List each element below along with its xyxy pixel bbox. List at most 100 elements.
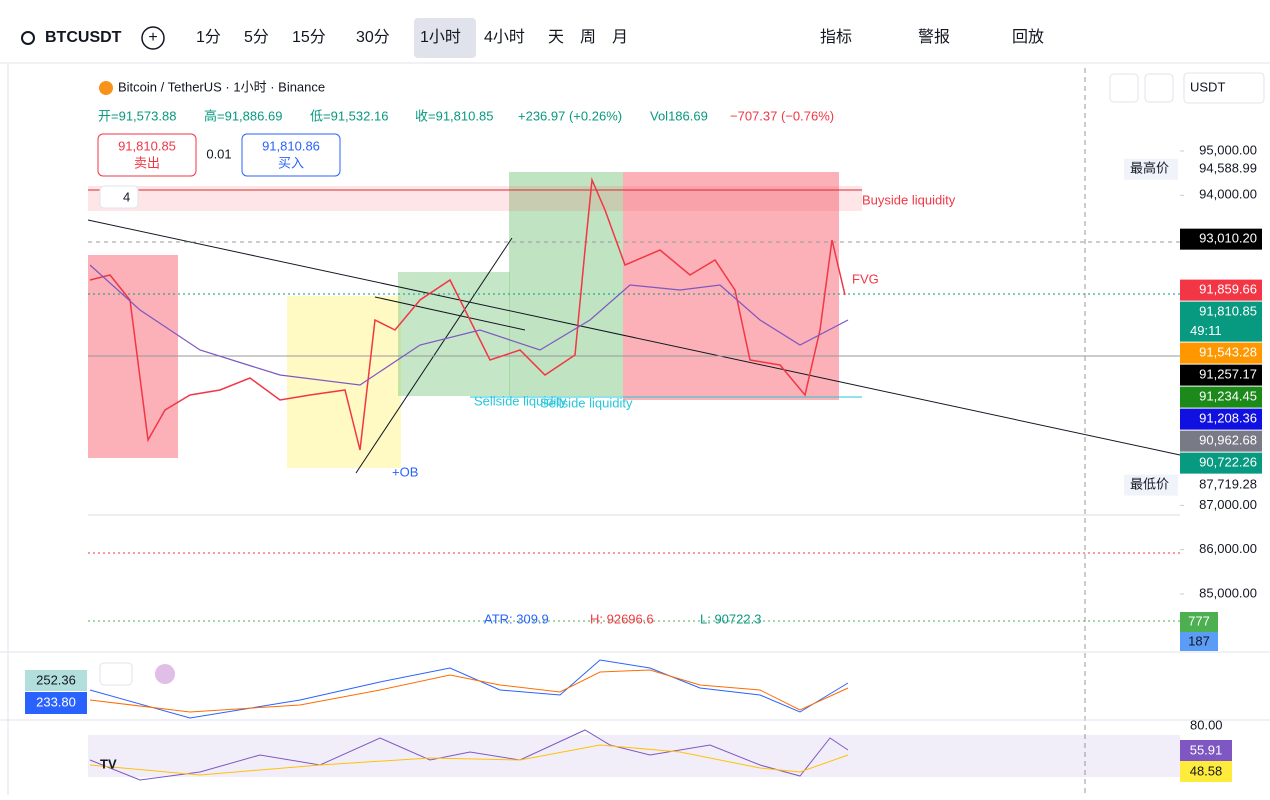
scroll-button[interactable] xyxy=(1109,73,1139,103)
reset-button[interactable] xyxy=(1144,73,1174,103)
trend-line xyxy=(87,219,1181,456)
price-line xyxy=(89,177,846,451)
volume-change: −707.37 (−0.76%) xyxy=(730,108,834,123)
price-label xyxy=(1180,279,1262,301)
price-label-text: 91,234.45 xyxy=(1199,389,1257,404)
volume-badge xyxy=(1180,612,1218,632)
toolbar: BTCUSDT + 1分 5分 15分 30分 1小时 4小时 天周月 指标 警报 回放 xyxy=(21,18,1044,58)
price-label-text: 94,588.99 xyxy=(1199,161,1257,176)
sell-price: 91,810.85 xyxy=(118,138,176,153)
logo: TV xyxy=(100,756,117,771)
currency: USDT xyxy=(1190,79,1225,94)
price-label-text: 91,543.28 xyxy=(1199,345,1257,360)
price-caption: 最低价 xyxy=(1130,477,1169,492)
interval-button[interactable]: 1小时 xyxy=(420,28,461,46)
rsi-badge-text: 48.58 xyxy=(1190,763,1223,778)
price-label xyxy=(1180,474,1262,496)
interval-button[interactable]: 1分 xyxy=(196,28,221,46)
price-label-text: 93,010.20 xyxy=(1199,231,1257,246)
volume-badge-text: 187 xyxy=(1188,633,1210,648)
interval-button[interactable]: 5分 xyxy=(244,28,269,46)
price-label-text: 87,719.28 xyxy=(1199,477,1257,492)
currency-select[interactable] xyxy=(1183,72,1265,104)
annotation: Sellside liquidity xyxy=(540,395,633,410)
rsi-badge-text: 55.91 xyxy=(1190,742,1223,757)
change: +236.97 (+0.26%) xyxy=(518,108,622,123)
signal-line xyxy=(89,669,849,713)
ohlc-low: 低=91,532.16 xyxy=(310,108,388,123)
interval-button[interactable]: 15分 xyxy=(292,28,326,46)
interval-button[interactable]: 4小时 xyxy=(484,28,525,46)
price-label-text: 91,859.66 xyxy=(1199,282,1257,297)
ohlc-close: 收=91,810.85 xyxy=(415,108,493,123)
sell-button[interactable] xyxy=(97,133,197,177)
replay-button[interactable]: 回放 xyxy=(1012,28,1044,46)
interval-button[interactable]: 30分 xyxy=(356,28,390,46)
interval-button[interactable]: 周 xyxy=(580,29,596,46)
low-label: L: 90722.3 xyxy=(700,611,761,626)
price-tick-label: 86,000.00 xyxy=(1199,541,1257,556)
add-symbol[interactable] xyxy=(141,26,165,50)
rsi-level: 80.00 xyxy=(1190,717,1223,732)
annotation: FVG xyxy=(852,271,879,286)
sell-label: 卖出 xyxy=(134,155,160,170)
caption-bg xyxy=(1124,158,1178,180)
macd-badge xyxy=(25,670,87,691)
price-label xyxy=(1180,364,1262,386)
price-tick-label: 95,000.00 xyxy=(1199,142,1257,157)
ohlc-open: 开=91,573.88 xyxy=(98,108,176,123)
volume-badge-text: 777 xyxy=(1188,613,1210,628)
trend-line xyxy=(374,296,526,331)
annotation: Sellside liquidity xyxy=(474,393,567,408)
symbol[interactable]: BTCUSDT xyxy=(45,29,122,46)
collapse-count: 4 xyxy=(123,189,130,204)
interval-button[interactable]: 月 xyxy=(612,29,628,46)
search-icon xyxy=(21,31,35,45)
coin-icon xyxy=(99,81,113,95)
buy-button[interactable] xyxy=(241,133,341,177)
rsi-band xyxy=(88,735,1180,777)
price-label xyxy=(1180,158,1262,180)
spread: 0.01 xyxy=(206,146,231,161)
add-icon: + xyxy=(148,29,157,46)
caption-bg xyxy=(1124,474,1178,496)
price-label-text: 90,722.26 xyxy=(1199,455,1257,470)
refresh-icon[interactable] xyxy=(155,664,175,684)
price-tick-label: 87,000.00 xyxy=(1199,497,1257,512)
price-tick-label: 94,000.00 xyxy=(1199,187,1257,202)
zone xyxy=(623,172,839,400)
price-label-text: 91,208.36 xyxy=(1199,411,1257,426)
price-caption: 最高价 xyxy=(1130,161,1169,176)
price-label-text: 91,257.17 xyxy=(1199,367,1257,382)
price-tick-label: 85,000.00 xyxy=(1199,585,1257,600)
macd-badge-text: 252.36 xyxy=(36,672,76,687)
volume-badge xyxy=(1180,632,1218,651)
indicators-button[interactable]: 指标 xyxy=(820,28,852,46)
zone xyxy=(287,296,401,468)
price-label xyxy=(1180,342,1262,364)
collapse-button[interactable] xyxy=(99,185,139,209)
price-label xyxy=(1180,430,1262,452)
active-interval xyxy=(414,18,476,58)
annotation: Buyside liquidity xyxy=(862,192,956,207)
price-label-text: 90,962.68 xyxy=(1199,433,1257,448)
macd-badge xyxy=(25,692,87,714)
atr-label: ATR: 309.9 xyxy=(484,611,549,626)
buy-price: 91,810.86 xyxy=(262,138,320,153)
price-label-text: 91,810.85 xyxy=(1199,304,1257,319)
chart-title: Bitcoin / TetherUS · 1小时 · Binance xyxy=(118,79,325,94)
alerts-button[interactable]: 警报 xyxy=(918,28,950,46)
chart-area: TV xyxy=(0,68,1270,795)
volume: Vol186.69 xyxy=(650,108,708,123)
price-label xyxy=(1180,408,1262,430)
rsi-badge xyxy=(1180,761,1232,782)
macd-line xyxy=(89,659,849,719)
price-label xyxy=(1180,228,1262,250)
price-label xyxy=(1180,452,1262,474)
pane-toggle[interactable] xyxy=(99,662,133,686)
macd-badge-text: 233.80 xyxy=(36,694,76,709)
buy-label: 买入 xyxy=(278,155,304,170)
interval-button[interactable]: 天 xyxy=(548,29,564,46)
annotation: +OB xyxy=(392,464,418,479)
